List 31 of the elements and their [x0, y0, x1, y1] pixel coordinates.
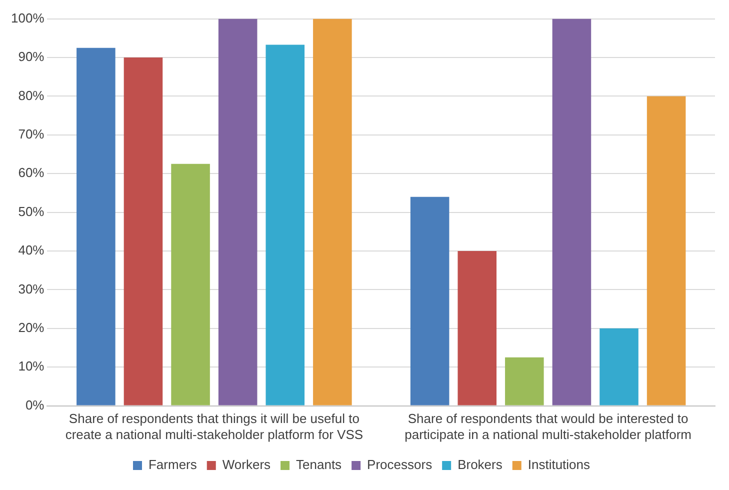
y-tick-label: 40%	[18, 242, 45, 258]
legend-label: Tenants	[296, 457, 342, 472]
legend-label: Workers	[222, 457, 272, 472]
bar	[458, 251, 497, 406]
bar	[171, 164, 210, 406]
y-tick-label: 60%	[18, 165, 45, 180]
bar	[124, 58, 163, 406]
y-tick-label: 80%	[18, 88, 45, 103]
bar	[218, 18, 258, 406]
y-tick-label: 90%	[18, 49, 45, 64]
bar	[266, 44, 305, 406]
y-tick-label: 70%	[18, 126, 45, 142]
x-tick-label: Share of respondents that would be interested to participate in a national multi-stakeholder platform	[404, 411, 692, 442]
legend-label: Brokers	[458, 457, 503, 472]
bar	[76, 48, 116, 406]
y-tick-label: 100%	[11, 10, 45, 26]
y-tick-label: 50%	[18, 204, 45, 219]
bar	[505, 357, 544, 406]
bar	[313, 18, 352, 406]
x-tick-label: Share of respondents that things it will be useful to create a national multi-stakeholder platform for VSS	[65, 411, 364, 442]
bar	[552, 18, 592, 406]
bar	[600, 328, 638, 406]
legend-label: Farmers	[148, 457, 198, 472]
y-tick-label: 20%	[18, 320, 45, 335]
legend-label: Processors	[367, 457, 433, 472]
y-tick-label: 0%	[25, 397, 45, 412]
bar	[646, 96, 686, 406]
y-tick-label: 30%	[18, 281, 45, 296]
legend-label: Institutions	[528, 457, 591, 472]
bar	[410, 196, 450, 406]
y-tick-label: 10%	[18, 358, 45, 374]
